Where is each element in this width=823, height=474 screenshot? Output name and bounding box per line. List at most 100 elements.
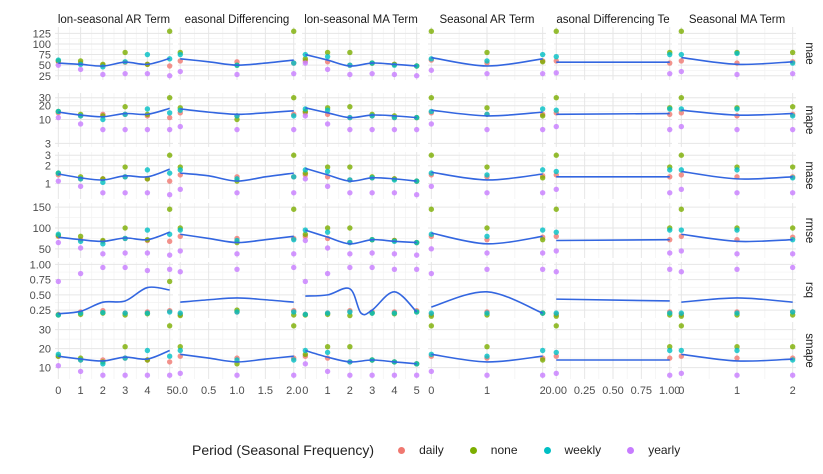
data-point-yearly <box>166 252 173 258</box>
data-point-yearly <box>678 370 685 376</box>
data-point-weekly <box>100 179 106 186</box>
data-point-weekly <box>539 227 546 233</box>
data-point-yearly <box>77 66 84 73</box>
facet-strip-col <box>55 10 173 27</box>
data-point-weekly <box>177 51 183 58</box>
data-point-yearly <box>234 71 240 78</box>
data-point-yearly <box>166 372 173 378</box>
legend-dot-icon <box>627 446 635 454</box>
smooth-line <box>305 167 417 182</box>
y-tick-label: 1.00 <box>30 259 51 271</box>
x-tick-label: 1.00 <box>659 385 680 397</box>
data-point-weekly <box>484 353 490 359</box>
data-point-weekly <box>428 231 435 237</box>
x-tick-label: 4 <box>144 385 150 397</box>
data-point-weekly <box>391 310 398 316</box>
data-point-weekly <box>324 107 331 113</box>
smooth-line <box>58 57 170 67</box>
data-point-yearly <box>166 191 173 198</box>
data-point-weekly <box>166 110 173 116</box>
data-point-none <box>553 152 559 158</box>
data-point-daily <box>166 178 173 184</box>
y-tick-label: 3 <box>45 138 51 150</box>
data-point-yearly <box>122 372 128 378</box>
data-point-yearly <box>291 190 297 196</box>
y-tick-label: 10 <box>39 363 51 375</box>
data-point-yearly <box>734 126 740 133</box>
facet-row-label: smape <box>803 333 815 368</box>
x-tick-label: 2 <box>790 385 796 397</box>
facet-strip-col <box>554 10 672 27</box>
x-tick-label: 0.25 <box>574 385 595 397</box>
smooth-line <box>58 107 170 118</box>
data-point-yearly <box>667 126 673 133</box>
facet-row-label: mape <box>803 106 815 135</box>
y-tick-label: 0.50 <box>30 290 51 302</box>
data-point-none <box>484 225 490 231</box>
data-point-none <box>789 49 796 56</box>
data-point-yearly <box>324 66 331 73</box>
smooth-line <box>58 349 170 362</box>
data-point-yearly <box>347 126 353 133</box>
data-point-yearly <box>667 190 673 196</box>
data-point-none <box>734 344 740 350</box>
smooth-line <box>305 229 417 245</box>
data-point-yearly <box>324 270 331 277</box>
data-point-daily <box>166 63 173 69</box>
data-point-daily <box>166 238 173 245</box>
data-point-yearly <box>144 126 151 133</box>
y-tick-label: 25 <box>39 71 51 83</box>
data-point-none <box>347 104 353 110</box>
data-point-yearly <box>144 190 151 196</box>
x-tick-label: 4 <box>391 385 397 397</box>
data-point-weekly <box>678 310 685 316</box>
data-point-weekly <box>166 170 173 176</box>
facet-row-label: rmse <box>803 218 815 244</box>
data-point-yearly <box>484 70 490 77</box>
data-point-yearly <box>484 126 490 133</box>
data-point-weekly <box>324 53 331 60</box>
legend-label: yearly <box>648 443 681 457</box>
data-point-weekly <box>324 229 331 235</box>
data-point-weekly <box>553 229 559 235</box>
smooth-line <box>431 56 543 67</box>
data-point-yearly <box>391 71 398 78</box>
data-point-none <box>789 344 796 350</box>
data-point-none <box>553 323 559 329</box>
data-point-yearly <box>667 266 673 273</box>
data-point-yearly <box>177 370 183 376</box>
data-point-daily <box>678 58 685 64</box>
legend: Period (Seasonal Frequency) daily none w… <box>192 440 706 460</box>
data-point-weekly <box>484 233 490 240</box>
data-point-yearly <box>789 70 796 77</box>
data-point-yearly <box>539 190 546 196</box>
smooth-line <box>431 171 543 181</box>
data-point-weekly <box>789 175 796 181</box>
data-point-yearly <box>413 266 420 273</box>
data-point-yearly <box>413 252 420 258</box>
data-point-yearly <box>302 278 309 285</box>
data-point-yearly <box>789 190 796 196</box>
data-point-weekly <box>734 227 740 233</box>
y-tick-label: 50 <box>39 60 51 72</box>
data-point-weekly <box>302 311 309 318</box>
data-point-yearly <box>369 250 375 256</box>
data-point-yearly <box>55 363 62 369</box>
data-point-yearly <box>484 250 490 256</box>
data-point-yearly <box>678 248 685 254</box>
data-point-weekly <box>144 227 151 233</box>
legend-dot-icon <box>543 446 551 454</box>
legend-label: daily <box>419 443 444 457</box>
data-point-none <box>166 28 173 34</box>
facet-col-label: asonal Differencing Te <box>556 14 669 26</box>
data-point-yearly <box>347 71 353 78</box>
legend-title: Period (Seasonal Frequency) <box>192 442 375 458</box>
data-point-yearly <box>55 239 62 246</box>
data-point-weekly <box>302 51 309 58</box>
data-point-yearly <box>100 126 106 133</box>
data-point-yearly <box>428 183 435 189</box>
smooth-line <box>305 53 417 67</box>
data-point-yearly <box>55 114 62 121</box>
x-tick-label: 5 <box>167 385 173 397</box>
data-point-yearly <box>291 126 297 133</box>
